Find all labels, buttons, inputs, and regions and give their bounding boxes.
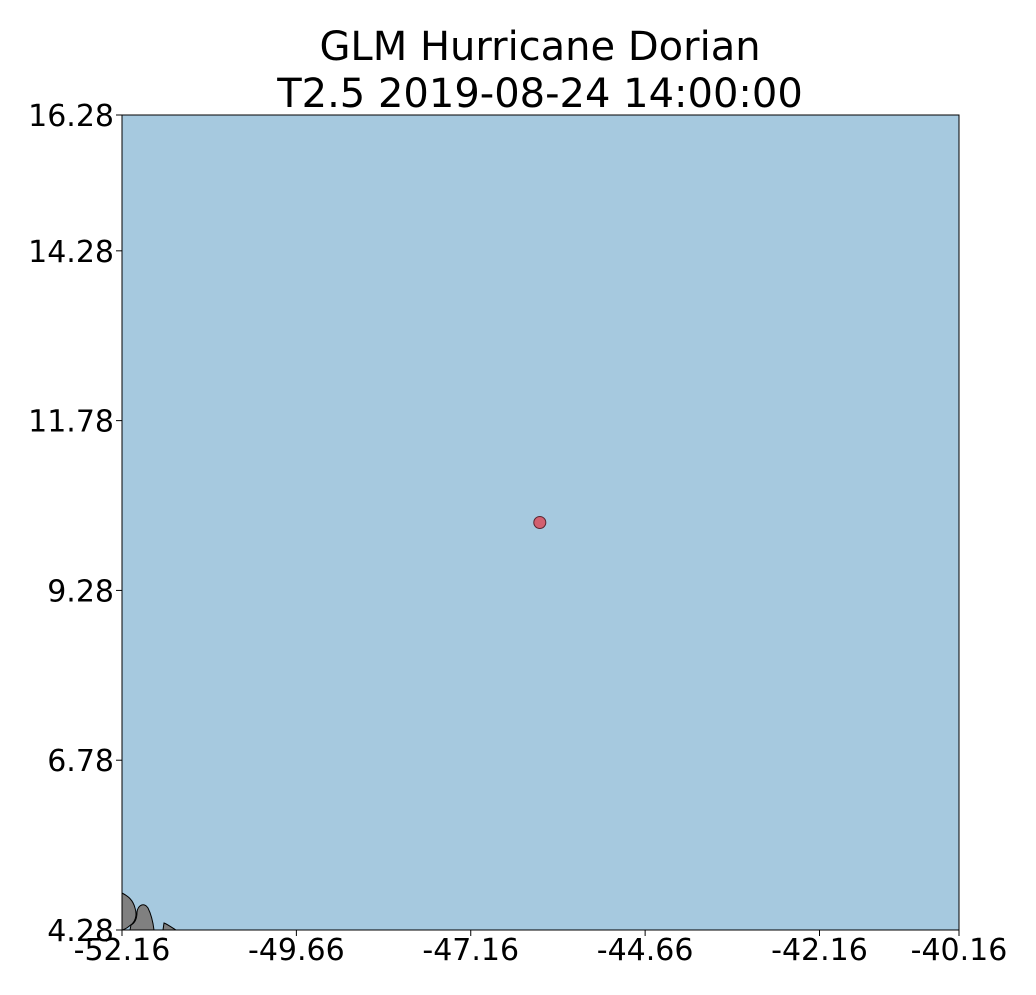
map-title-line1: GLM Hurricane Dorian: [319, 24, 760, 70]
x-tick-label: -42.16: [771, 933, 868, 968]
storm-center-point-0: [533, 516, 547, 529]
x-tick-label: -40.16: [911, 933, 1008, 968]
y-tick-label: 9.28: [47, 574, 114, 609]
y-tick-label: 16.28: [28, 99, 114, 134]
y-tick-label: 14.28: [28, 235, 114, 270]
y-tick-label: 6.78: [47, 744, 114, 779]
x-tick-label: -44.66: [597, 933, 694, 968]
map-title-line2: T2.5 2019-08-24 14:00:00: [276, 71, 803, 117]
points-layer: [533, 516, 547, 529]
y-tick-label: 4.28: [47, 914, 114, 949]
y-tick-label: 11.78: [28, 405, 114, 440]
coastline-landmass-middle: [129, 904, 155, 931]
x-tick-label: -49.66: [248, 933, 345, 968]
x-tick-label: -47.16: [422, 933, 519, 968]
coastline-landmass-left: [121, 892, 137, 931]
x-axis: -52.16 -49.66 -47.16 -44.66 -42.16 -40.16: [74, 930, 1008, 968]
x-tick-label: -52.16: [74, 933, 171, 968]
map-frame: [121, 114, 960, 931]
y-axis: 16.28 14.28 11.78 9.28 6.78 4.28: [28, 99, 122, 949]
